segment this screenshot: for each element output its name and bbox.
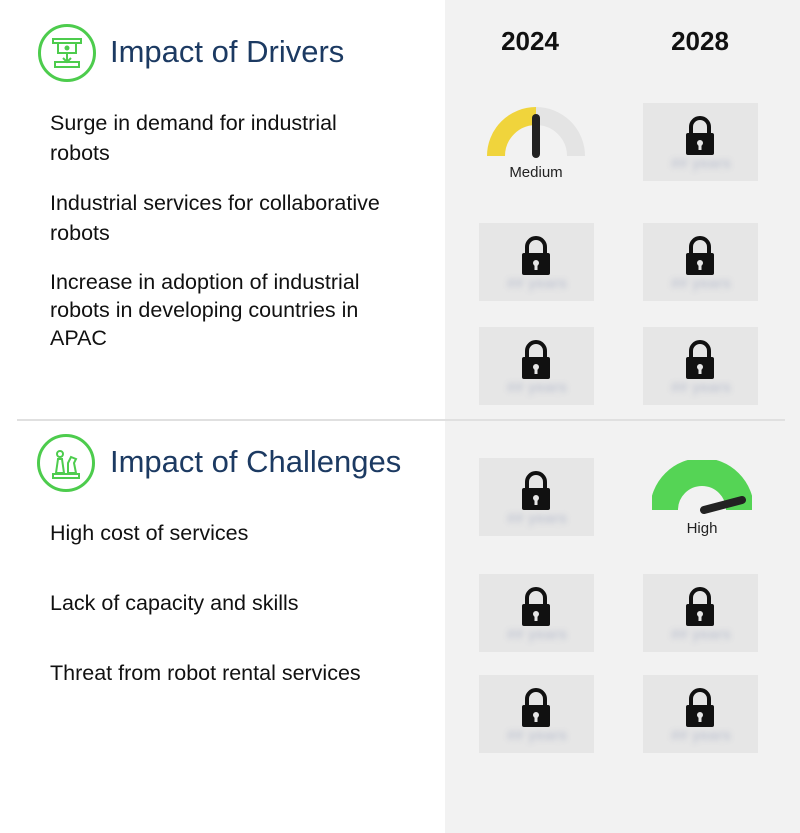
lock-icon (686, 236, 714, 275)
impact-gauge-medium: Medium (486, 104, 586, 188)
impact-gauge-high: High (650, 458, 754, 544)
challenges-title: Impact of Challenges (110, 444, 402, 479)
challenge-row-label: Threat from robot rental services (50, 661, 361, 685)
section-divider (17, 419, 785, 421)
drivers-title: Impact of Drivers (110, 34, 345, 69)
lock-icon (686, 688, 714, 727)
lock-icon (522, 236, 550, 275)
gauge-label: Medium (509, 164, 563, 181)
locked-cell[interactable]: ## years (643, 574, 758, 652)
locked-cell[interactable]: ## years (479, 327, 594, 405)
locked-cell[interactable]: ## years (479, 223, 594, 301)
lock-icon (522, 340, 550, 379)
robot-arm-icon (38, 24, 96, 82)
locked-cell[interactable]: ## years (643, 103, 758, 181)
year-header-2024: 2024 (501, 26, 559, 56)
driver-row-label: Increase in adoption of industrial robot… (50, 270, 360, 350)
locked-cell[interactable]: ## years (479, 675, 594, 753)
gauge-label: High (686, 520, 718, 537)
locked-cell[interactable]: ## years (643, 327, 758, 405)
locked-cell[interactable]: ## years (479, 458, 594, 536)
locked-cell[interactable]: ## years (479, 574, 594, 652)
driver-row-label: Industrial services for collaborative ro… (50, 191, 380, 245)
lock-icon (686, 587, 714, 626)
lock-icon (522, 587, 550, 626)
lock-icon (686, 340, 714, 379)
driver-row-label: Surge in demand for industrial robots (50, 111, 337, 165)
locked-cell[interactable]: ## years (643, 675, 758, 753)
lock-icon (522, 471, 550, 510)
year-header-2028: 2028 (671, 26, 729, 56)
challenge-row-label: High cost of services (50, 521, 249, 545)
lock-icon (686, 116, 714, 155)
locked-cell[interactable]: ## years (643, 223, 758, 301)
challenge-row-label: Lack of capacity and skills (50, 591, 299, 615)
lock-icon (522, 688, 550, 727)
chess-pieces-icon (37, 434, 95, 492)
